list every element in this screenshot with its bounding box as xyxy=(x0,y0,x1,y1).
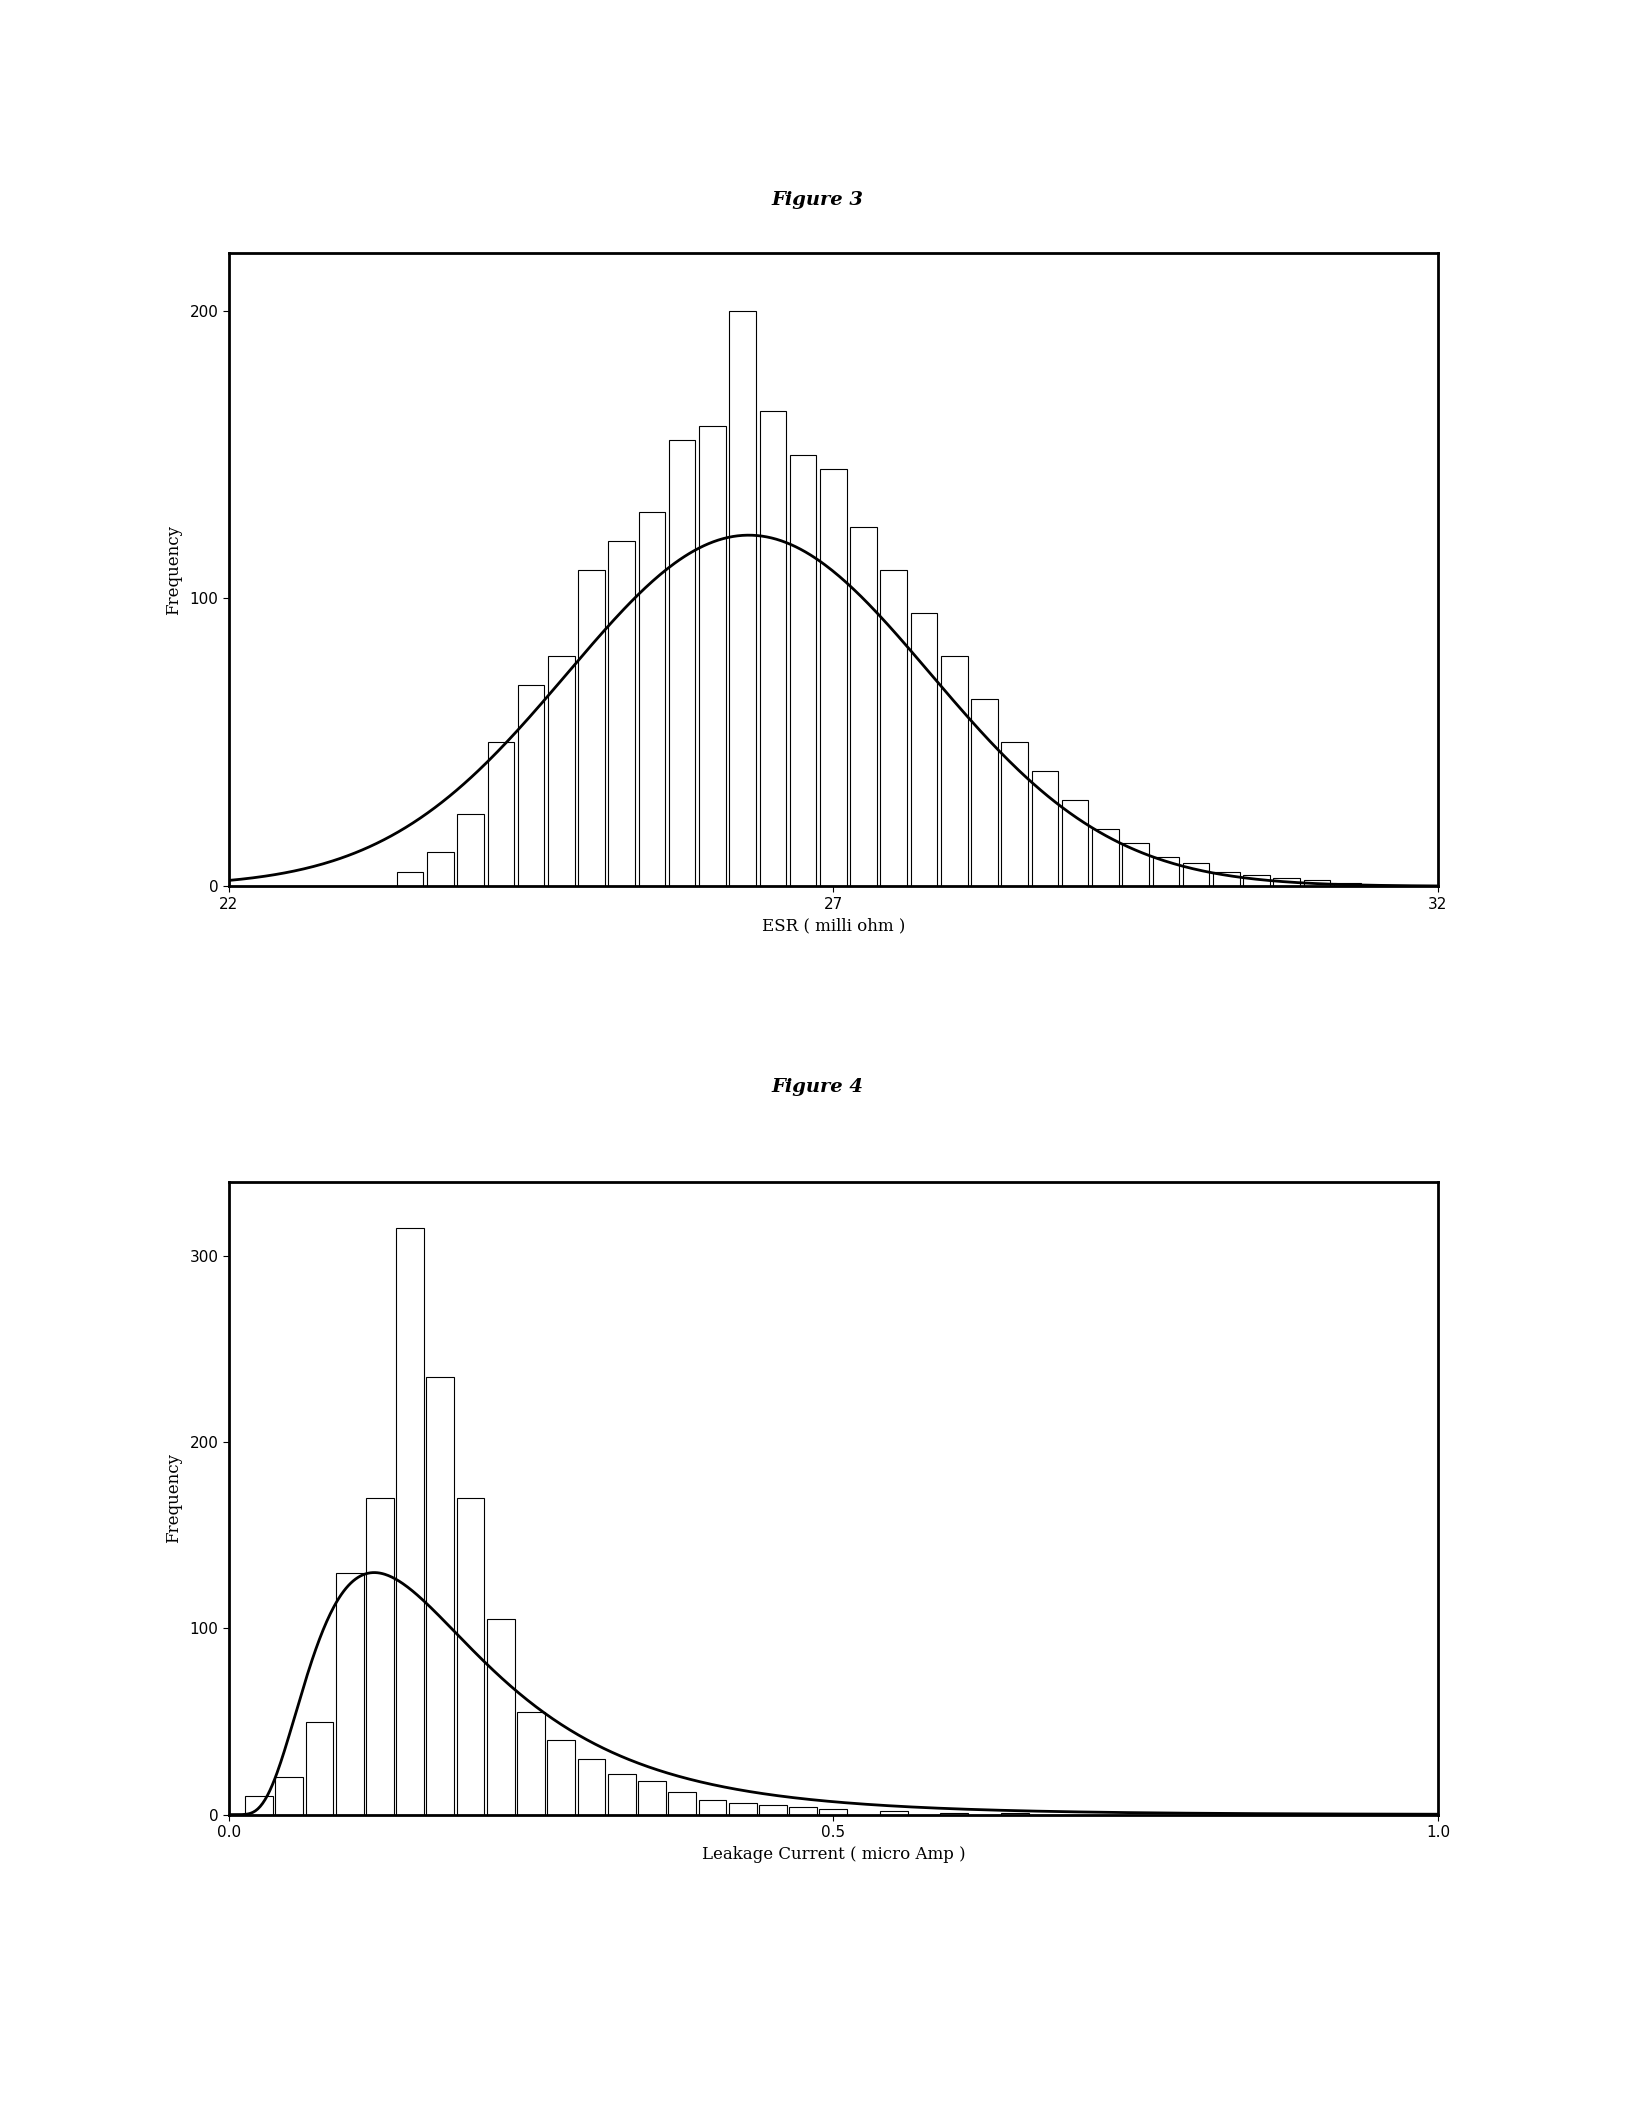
Bar xyxy=(547,656,575,886)
Bar xyxy=(941,656,967,886)
Bar xyxy=(971,698,998,886)
Bar xyxy=(758,1806,788,1815)
Bar xyxy=(275,1777,304,1815)
Bar xyxy=(1092,829,1119,886)
Bar xyxy=(881,570,907,886)
Bar xyxy=(578,570,605,886)
Bar xyxy=(1152,857,1180,886)
Bar xyxy=(245,1796,273,1815)
Bar xyxy=(668,1791,696,1815)
Bar xyxy=(789,1806,817,1815)
Bar xyxy=(1002,743,1028,886)
Text: Figure 4: Figure 4 xyxy=(771,1078,863,1095)
Bar xyxy=(456,1498,485,1815)
Bar xyxy=(820,468,846,886)
Bar xyxy=(1062,800,1088,886)
Bar xyxy=(608,540,636,886)
Y-axis label: Frequency: Frequency xyxy=(165,525,183,614)
Bar xyxy=(1031,770,1059,886)
Bar xyxy=(729,1804,757,1815)
X-axis label: ESR ( milli ohm ): ESR ( milli ohm ) xyxy=(761,918,905,935)
Bar xyxy=(850,528,877,886)
Bar xyxy=(547,1741,575,1815)
Bar xyxy=(639,513,665,886)
X-axis label: Leakage Current ( micro Amp ): Leakage Current ( micro Amp ) xyxy=(701,1846,966,1863)
Bar xyxy=(910,612,938,886)
Bar xyxy=(729,310,757,886)
Bar xyxy=(426,852,454,886)
Bar xyxy=(1183,863,1209,886)
Bar xyxy=(760,411,786,886)
Bar xyxy=(699,426,725,886)
Bar xyxy=(397,871,423,886)
Bar xyxy=(426,1378,454,1815)
Bar xyxy=(306,1722,333,1815)
Bar xyxy=(668,441,696,886)
Bar xyxy=(1123,844,1149,886)
Bar xyxy=(879,1810,909,1815)
Bar xyxy=(366,1498,394,1815)
Bar xyxy=(1304,880,1330,886)
Bar xyxy=(516,1711,546,1815)
Bar xyxy=(1212,871,1240,886)
Y-axis label: Frequency: Frequency xyxy=(165,1454,183,1542)
Text: Figure 3: Figure 3 xyxy=(771,192,863,209)
Bar xyxy=(487,1618,515,1815)
Bar xyxy=(608,1775,636,1815)
Bar xyxy=(698,1800,727,1815)
Bar xyxy=(487,743,515,886)
Bar xyxy=(789,454,817,886)
Bar xyxy=(577,1760,606,1815)
Bar xyxy=(637,1781,667,1815)
Bar xyxy=(335,1572,364,1815)
Bar xyxy=(1273,878,1301,886)
Bar xyxy=(458,814,484,886)
Bar xyxy=(1333,884,1361,886)
Bar xyxy=(395,1228,425,1815)
Bar xyxy=(819,1808,848,1815)
Bar xyxy=(1243,876,1270,886)
Bar xyxy=(518,686,544,886)
